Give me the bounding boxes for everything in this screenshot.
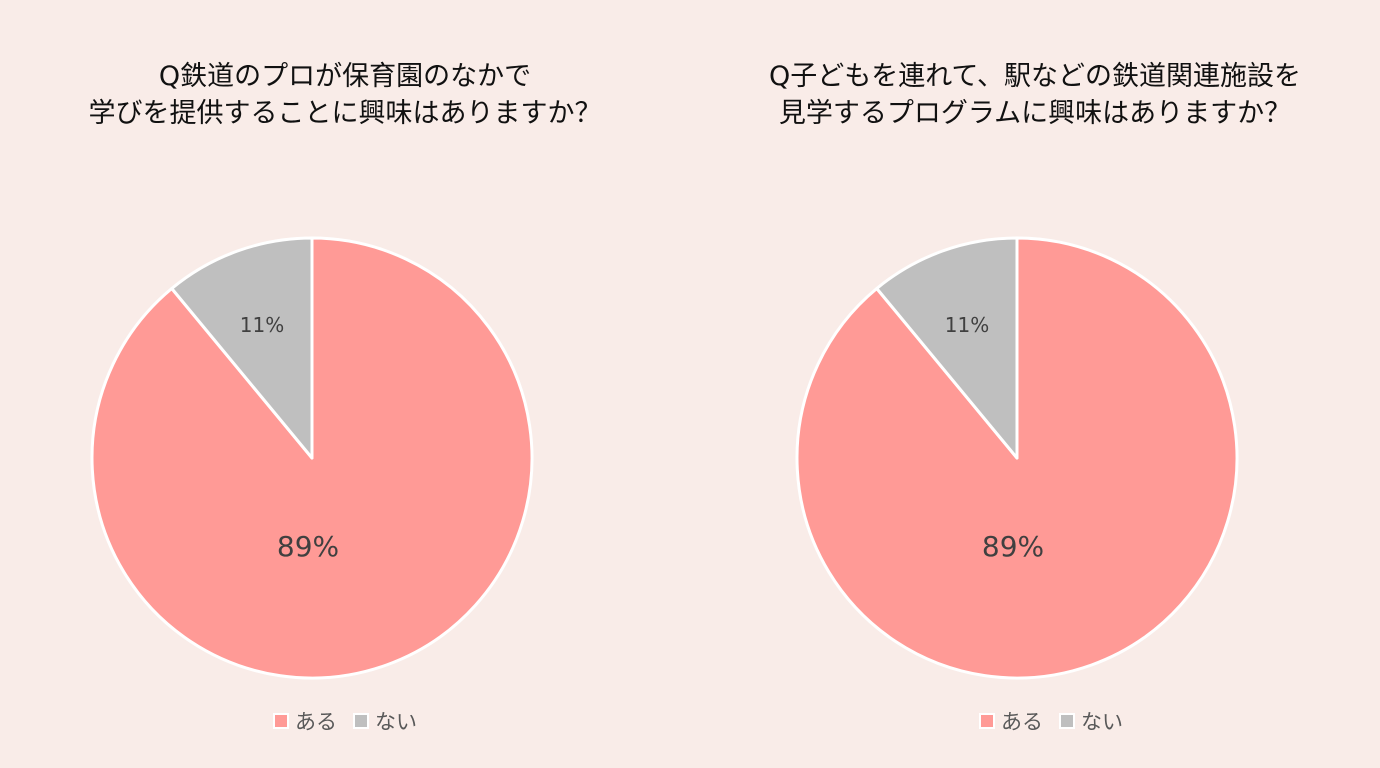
legend-1: ある ない — [0, 706, 690, 736]
chart-title-2-line-1: Q子どもを連れて、駅などの鉄道関連施設を — [768, 61, 1302, 92]
chart-title-1-line-1: Q鉄道のプロが保育園のなかで — [158, 61, 532, 92]
legend-item-nai: ない — [1059, 706, 1123, 736]
legend-label-aru: ある — [1001, 710, 1043, 734]
chart-title-1-line-2: 学びを提供することに興味はありますか？ — [88, 98, 602, 129]
slice-label-aru-2: 89% — [982, 530, 1044, 563]
chart-title-1: Q鉄道のプロが保育園のなかで 学びを提供することに興味はありますか？ — [0, 58, 690, 132]
legend-swatch-aru — [979, 713, 995, 729]
legend-item-aru: ある — [979, 706, 1043, 736]
legend-label-nai: ない — [375, 710, 417, 734]
pie-1 — [90, 236, 534, 680]
slice-label-nai-2: 11% — [945, 313, 989, 337]
legend-label-nai: ない — [1081, 710, 1123, 734]
slice-label-aru-1: 89% — [277, 530, 339, 563]
legend-item-nai: ない — [353, 706, 417, 736]
pie-slice-nai — [170, 236, 314, 460]
legend-item-aru: ある — [273, 706, 337, 736]
legend-label-aru: ある — [295, 710, 337, 734]
legend-swatch-aru — [273, 713, 289, 729]
slice-label-nai-1: 11% — [240, 313, 284, 337]
pie-chart-2: 11% 89% — [795, 236, 1239, 680]
chart-title-2: Q子どもを連れて、駅などの鉄道関連施設を 見学するプログラムに興味はありますか？ — [690, 58, 1380, 132]
chart-panel-2: Q子どもを連れて、駅などの鉄道関連施設を 見学するプログラムに興味はありますか？… — [690, 0, 1380, 768]
legend-swatch-nai — [1059, 713, 1075, 729]
pie-chart-1: 11% 89% — [90, 236, 534, 680]
legend-swatch-nai — [353, 713, 369, 729]
chart-title-2-line-2: 見学するプログラムに興味はありますか？ — [778, 98, 1292, 129]
legend-2: ある ない — [706, 706, 1380, 736]
pie-2 — [795, 236, 1239, 680]
pie-slice-nai — [875, 236, 1019, 460]
chart-panel-1: Q鉄道のプロが保育園のなかで 学びを提供することに興味はありますか？ 11% 8… — [0, 58, 690, 736]
